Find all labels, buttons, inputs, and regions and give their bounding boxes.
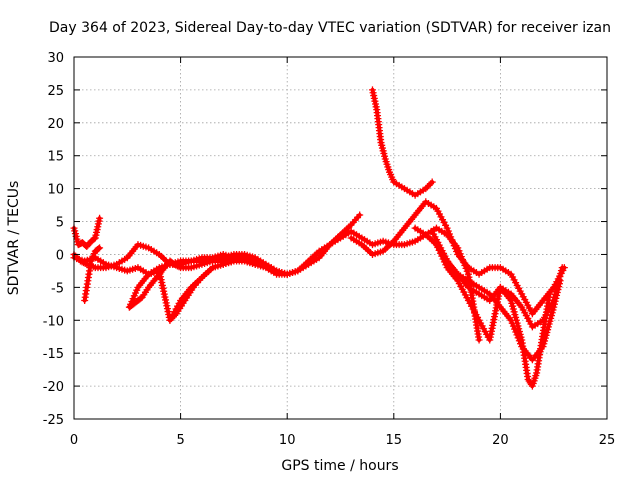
data-point — [557, 267, 565, 275]
plot-frame — [73, 56, 608, 420]
y-tick-label: -15 — [43, 347, 64, 362]
y-tick-label: 25 — [47, 84, 64, 99]
data-point — [173, 262, 181, 270]
data-point — [96, 214, 104, 222]
y-tick-label: 0 — [56, 248, 64, 263]
data-point — [556, 277, 564, 285]
y-tick-label: 10 — [47, 183, 64, 198]
data-point — [427, 180, 435, 188]
x-tick-label: 25 — [599, 433, 616, 448]
y-axis-label: SDTVAR / TECUs — [6, 181, 22, 296]
y-tick-label: 20 — [47, 117, 64, 132]
y-tick-label: -5 — [51, 281, 64, 296]
y-tick-label: -25 — [43, 413, 64, 428]
data-point — [557, 270, 565, 278]
data-point — [95, 245, 103, 253]
series-arc-8 — [368, 86, 436, 199]
x-tick-label: 10 — [279, 433, 296, 448]
data-point — [422, 185, 430, 193]
x-axis-label: GPS time / hours — [281, 458, 398, 474]
data-point — [172, 261, 180, 269]
y-tick-label: 5 — [56, 216, 64, 231]
series-arc-9 — [347, 198, 568, 318]
series-arc-12 — [432, 241, 553, 390]
x-tick-label: 20 — [492, 433, 509, 448]
data-point — [356, 211, 364, 219]
y-tick-label: 15 — [47, 150, 64, 165]
series-arc-3 — [70, 224, 483, 344]
y-tick-label: -10 — [43, 314, 64, 329]
data-point — [78, 258, 86, 266]
y-tick-label: -20 — [43, 380, 64, 395]
data-series — [70, 86, 568, 390]
data-point — [90, 235, 98, 243]
series-trace — [127, 255, 258, 310]
data-point — [175, 263, 183, 271]
series-arc-2 — [81, 244, 104, 305]
x-tick-label: 5 — [176, 433, 184, 448]
data-point — [72, 252, 80, 260]
data-point — [170, 260, 178, 268]
chart-title: Day 364 of 2023, Sidereal Day-to-day VTE… — [49, 20, 611, 36]
series-arc-7 — [166, 211, 364, 324]
data-point — [475, 336, 483, 344]
axis-ticks: 0 5 10 15 20 25 -25 -20 -15 -10 -5 0 5 10 15 20 25 30 — [43, 51, 616, 448]
y-tick-label: 30 — [47, 51, 64, 66]
x-tick-label: 15 — [386, 433, 403, 448]
x-tick-label: 0 — [70, 433, 78, 448]
data-point — [423, 183, 431, 191]
data-point — [428, 178, 436, 186]
data-point — [96, 244, 104, 252]
data-point — [80, 259, 88, 267]
data-point — [425, 181, 433, 189]
data-point — [76, 257, 84, 265]
data-point — [558, 264, 566, 272]
data-point — [81, 260, 89, 268]
data-point — [73, 254, 81, 262]
series-arc-1 — [70, 214, 104, 251]
data-point — [545, 290, 553, 298]
